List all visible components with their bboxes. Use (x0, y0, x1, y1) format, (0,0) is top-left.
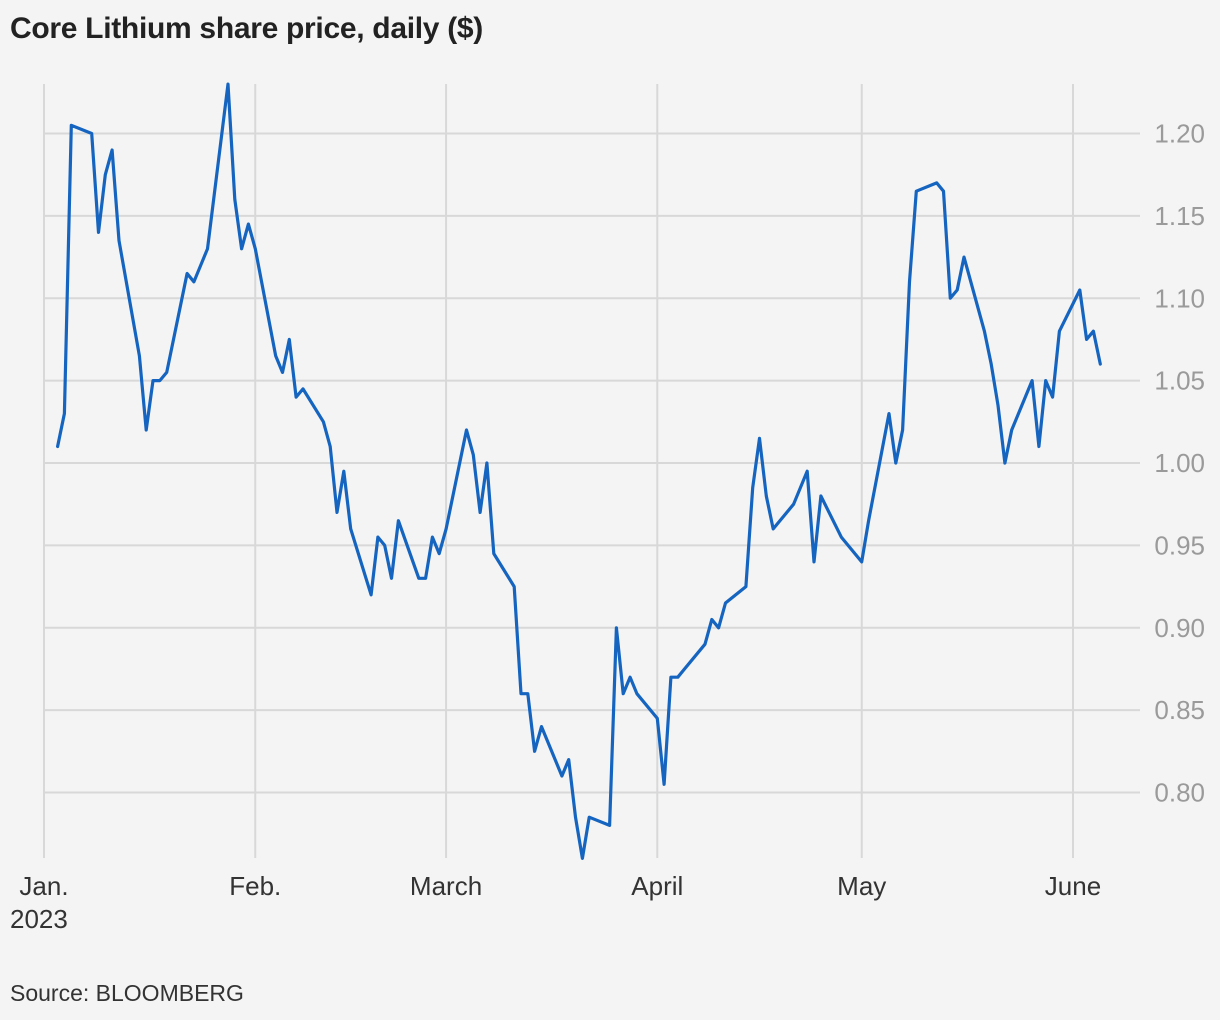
x-tick-label: June (1045, 871, 1101, 901)
x-tick-label: April (631, 871, 683, 901)
y-tick-label: 0.80 (1154, 778, 1205, 808)
vertical-gridlines (43, 84, 1074, 858)
y-tick-label: 0.90 (1154, 613, 1205, 643)
x-axis-labels: Jan.2023 Feb. March April May June (10, 871, 1101, 934)
y-axis-labels: 0.80 0.85 0.90 0.95 1.00 1.05 1.10 1.15 1.20 (1154, 119, 1205, 808)
horizontal-gridlines (44, 132, 1140, 794)
y-tick-label: 1.00 (1154, 448, 1205, 478)
y-tick-label: 0.95 (1154, 530, 1205, 560)
x-tick-sublabel: 2023 (10, 904, 68, 934)
x-tick-label: May (837, 871, 886, 901)
x-tick-label: Jan. (19, 871, 68, 901)
y-tick-label: 1.05 (1154, 366, 1205, 396)
chart-title: Core Lithium share price, daily ($) (10, 12, 483, 45)
y-tick-label: 0.85 (1154, 695, 1205, 725)
x-tick-label: Feb. (229, 871, 281, 901)
y-tick-label: 1.15 (1154, 201, 1205, 231)
source-note: Source: BLOOMBERG (10, 980, 244, 1006)
x-tick-label: March (410, 871, 482, 901)
price-series-line (55, 82, 1102, 861)
series-group (55, 82, 1102, 861)
y-tick-label: 1.10 (1154, 283, 1205, 313)
y-tick-label: 1.20 (1154, 119, 1205, 149)
